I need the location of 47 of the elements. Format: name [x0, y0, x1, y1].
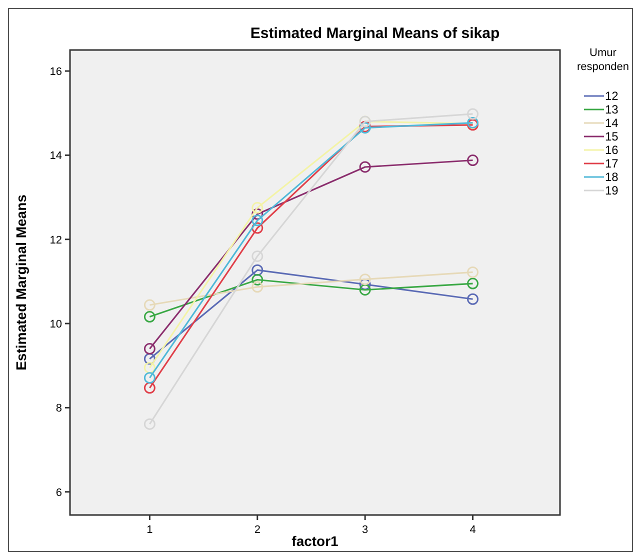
legend-label: 16 [605, 143, 619, 157]
point [144, 418, 156, 430]
point [252, 208, 264, 220]
point [144, 343, 156, 355]
point [144, 382, 156, 394]
point [144, 353, 156, 365]
y-tick-label: 16 [50, 66, 62, 78]
x-axis-title: factor1 [292, 533, 339, 549]
x-tick-label: 1 [146, 524, 153, 536]
point [252, 202, 264, 214]
point [144, 299, 156, 311]
point [467, 266, 479, 278]
legend-label: 15 [605, 130, 619, 144]
point [144, 372, 156, 384]
point [359, 278, 371, 290]
point [144, 362, 156, 374]
point [144, 311, 156, 323]
point [252, 264, 264, 276]
point [252, 274, 264, 286]
legend-label: 17 [605, 156, 619, 170]
point [252, 281, 264, 293]
legend-label: 13 [605, 102, 619, 116]
point [252, 250, 264, 262]
x-tick-label: 4 [470, 524, 476, 536]
y-tick-label: 8 [56, 402, 62, 415]
point [252, 222, 264, 234]
y-tick-label: 6 [56, 486, 62, 499]
legend-label: 18 [605, 170, 619, 184]
x-tick-label: 3 [362, 524, 368, 536]
point [467, 108, 479, 120]
legend-title: Umur responden [577, 47, 629, 73]
legend-label: 19 [605, 184, 619, 198]
x-tick-label: 2 [254, 524, 260, 536]
legend-label: 14 [605, 116, 619, 130]
point [252, 214, 264, 226]
y-tick-label: 10 [50, 318, 62, 331]
legend-label: 12 [605, 89, 619, 103]
point [467, 278, 479, 290]
y-tick-label: 12 [50, 234, 62, 246]
point [359, 284, 371, 296]
point [359, 274, 371, 286]
chart-title: Estimated Marginal Means of sikap [250, 25, 500, 42]
y-axis-title: Estimated Marginal Means [13, 194, 29, 370]
point [467, 293, 479, 305]
point [467, 154, 479, 166]
y-tick-label: 14 [50, 150, 62, 162]
point [359, 161, 371, 173]
